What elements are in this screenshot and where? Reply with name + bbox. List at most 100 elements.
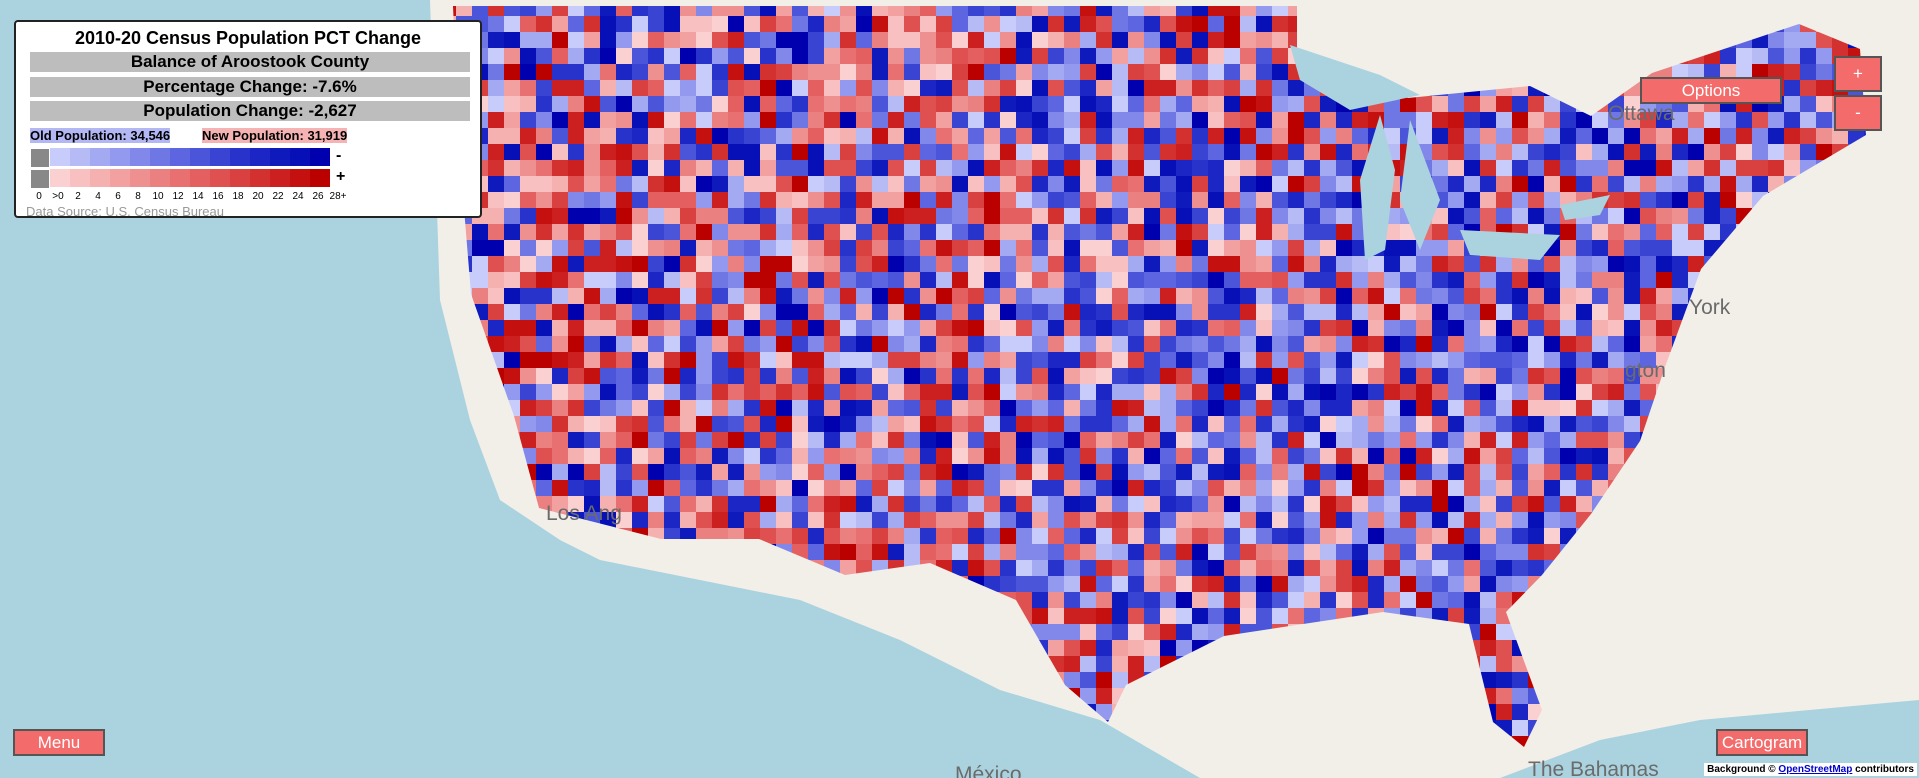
county-cell — [1800, 112, 1816, 128]
county-cell — [696, 224, 712, 240]
county-cell — [712, 272, 728, 288]
county-cell — [1064, 720, 1080, 736]
county-cell — [616, 400, 632, 416]
county-cell — [1784, 144, 1800, 160]
cartogram-button[interactable]: Cartogram — [1716, 729, 1808, 756]
county-cell — [1080, 64, 1096, 80]
county-cell — [936, 672, 952, 688]
county-cell — [696, 208, 712, 224]
county-cell — [1560, 288, 1576, 304]
county-cell — [856, 144, 872, 160]
county-cell — [1592, 224, 1608, 240]
county-cell — [536, 112, 552, 128]
county-cell — [1448, 176, 1464, 192]
county-cell — [904, 32, 920, 48]
county-cell — [552, 288, 568, 304]
county-cell — [568, 736, 584, 747]
county-cell — [664, 352, 680, 368]
zoom-out-button[interactable]: - — [1834, 95, 1882, 131]
county-cell — [1320, 192, 1336, 208]
county-cell — [712, 672, 728, 688]
county-cell — [1224, 448, 1240, 464]
county-cell — [1432, 208, 1448, 224]
county-cell — [1448, 160, 1464, 176]
county-cell — [1224, 128, 1240, 144]
zoom-in-button[interactable]: + — [1834, 56, 1882, 92]
county-cell — [840, 448, 856, 464]
county-cell — [1144, 560, 1160, 576]
county-cell — [840, 208, 856, 224]
county-cell — [840, 160, 856, 176]
county-cell — [1224, 80, 1240, 96]
county-cell — [776, 6, 792, 16]
county-cell — [1256, 576, 1272, 592]
county-cell — [696, 112, 712, 128]
county-cell — [1320, 528, 1336, 544]
county-cell — [680, 192, 696, 208]
county-cell — [1512, 208, 1528, 224]
county-cell — [760, 608, 776, 624]
county-cell — [1000, 192, 1016, 208]
osm-link[interactable]: OpenStreetMap — [1778, 764, 1853, 775]
county-cell — [1512, 464, 1528, 480]
county-cell — [904, 544, 920, 560]
county-cell — [1256, 544, 1272, 560]
county-cell — [1768, 64, 1784, 80]
county-cell — [632, 704, 648, 720]
county-cell — [1432, 576, 1448, 592]
county-cell — [632, 144, 648, 160]
county-cell — [840, 224, 856, 240]
county-cell — [1112, 400, 1128, 416]
county-cell — [1496, 432, 1512, 448]
county-cell — [1400, 400, 1416, 416]
county-cell — [1080, 112, 1096, 128]
county-cell — [1112, 736, 1128, 747]
county-cell — [952, 80, 968, 96]
county-cell — [472, 592, 488, 608]
county-cell — [1032, 272, 1048, 288]
county-cell — [1016, 352, 1032, 368]
county-cell — [1144, 384, 1160, 400]
county-cell — [1128, 176, 1144, 192]
county-cell — [1032, 704, 1048, 720]
county-cell — [1016, 144, 1032, 160]
county-cell — [1064, 560, 1080, 576]
county-cell — [1560, 464, 1576, 480]
county-cell — [1048, 608, 1064, 624]
county-cell — [1416, 576, 1432, 592]
county-cell — [1640, 144, 1656, 160]
county-cell — [744, 400, 760, 416]
menu-button[interactable]: Menu — [13, 729, 105, 756]
county-cell — [1512, 496, 1528, 512]
county-cell — [1640, 256, 1656, 272]
county-cell — [1256, 416, 1272, 432]
county-cell — [1352, 560, 1368, 576]
county-cell — [1128, 544, 1144, 560]
county-cell — [728, 704, 744, 720]
county-cell — [600, 208, 616, 224]
county-cell — [1032, 560, 1048, 576]
county-cell — [600, 512, 616, 528]
county-cell — [920, 112, 936, 128]
county-cell — [456, 736, 472, 747]
county-cell — [1208, 544, 1224, 560]
county-cell — [1496, 512, 1512, 528]
county-cell — [1128, 112, 1144, 128]
county-cell — [760, 192, 776, 208]
county-cell — [696, 304, 712, 320]
county-cell — [984, 64, 1000, 80]
county-cell — [1080, 464, 1096, 480]
county-cell — [1240, 528, 1256, 544]
county-cell — [648, 400, 664, 416]
county-cell — [1272, 480, 1288, 496]
county-cell — [808, 544, 824, 560]
county-cell — [648, 464, 664, 480]
county-cell — [584, 144, 600, 160]
county-cell — [1160, 336, 1176, 352]
county-cell — [1176, 304, 1192, 320]
county-cell — [952, 720, 968, 736]
county-cell — [1256, 432, 1272, 448]
county-cell — [536, 16, 552, 32]
options-button[interactable]: Options — [1640, 77, 1782, 104]
county-cell — [552, 48, 568, 64]
